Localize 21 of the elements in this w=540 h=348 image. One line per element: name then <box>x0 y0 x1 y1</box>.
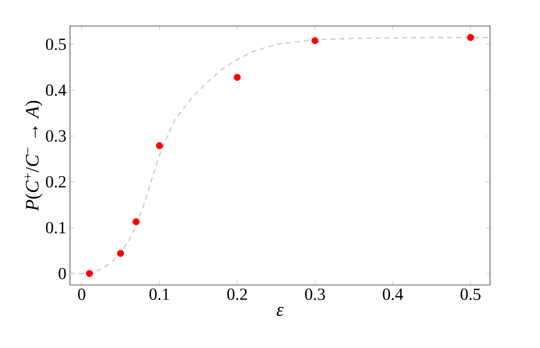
y-tick-label: 0 <box>58 268 66 280</box>
point <box>312 37 318 44</box>
point <box>117 250 124 257</box>
text: P(C$^{+}$/C$^{−}$ → A) <box>24 100 42 212</box>
y-tick-label: 0.1 <box>46 222 66 234</box>
y-tick-label: 0.3 <box>46 130 66 142</box>
point <box>467 34 474 41</box>
x-tick-label: 0 <box>78 288 86 300</box>
x-tick-label: 0.5 <box>460 288 480 300</box>
point <box>132 218 140 226</box>
point <box>156 142 163 150</box>
x-axis-title: ε <box>276 306 284 316</box>
y-tick-label: 0.5 <box>46 38 66 50</box>
y-tick-label: 0.4 <box>46 84 66 96</box>
x-tick-label: 0.4 <box>382 288 404 300</box>
point <box>234 74 241 81</box>
point <box>86 270 93 278</box>
x-tick-label: 0.3 <box>305 288 325 300</box>
x-tick-label: 0.2 <box>227 288 247 300</box>
x-tick-label: 0.1 <box>150 288 170 300</box>
y-tick-label: 0.2 <box>46 176 66 188</box>
